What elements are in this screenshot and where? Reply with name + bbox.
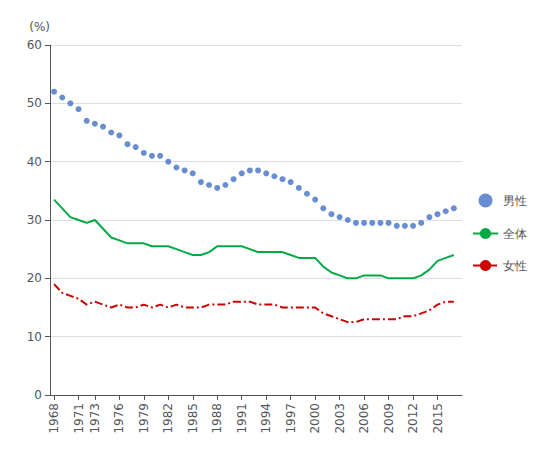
svg-text:1971: 1971 (72, 403, 86, 434)
svg-text:50: 50 (27, 96, 42, 110)
svg-text:1979: 1979 (137, 403, 151, 434)
svg-text:1994: 1994 (259, 403, 273, 434)
svg-text:1976: 1976 (112, 403, 126, 434)
svg-text:0: 0 (34, 388, 42, 402)
svg-text:全体: 全体 (503, 227, 527, 241)
svg-text:(%): (%) (29, 20, 50, 34)
svg-text:2003: 2003 (333, 403, 347, 434)
svg-text:女性: 女性 (503, 259, 527, 273)
svg-text:2009: 2009 (382, 403, 396, 434)
svg-text:1982: 1982 (161, 403, 175, 434)
svg-text:1991: 1991 (235, 403, 249, 434)
svg-text:20: 20 (27, 271, 42, 285)
svg-text:1973: 1973 (88, 403, 102, 434)
svg-text:10: 10 (27, 330, 42, 344)
svg-text:2006: 2006 (357, 403, 371, 434)
svg-text:1997: 1997 (284, 403, 298, 434)
svg-text:1985: 1985 (186, 403, 200, 434)
svg-text:1968: 1968 (47, 403, 61, 434)
svg-text:60: 60 (27, 38, 42, 52)
svg-text:男性: 男性 (503, 194, 527, 208)
svg-text:2012: 2012 (406, 403, 420, 434)
svg-text:2015: 2015 (431, 403, 445, 434)
svg-text:40: 40 (27, 155, 42, 169)
svg-text:2000: 2000 (308, 403, 322, 434)
svg-text:30: 30 (27, 213, 42, 227)
svg-text:1988: 1988 (210, 403, 224, 434)
